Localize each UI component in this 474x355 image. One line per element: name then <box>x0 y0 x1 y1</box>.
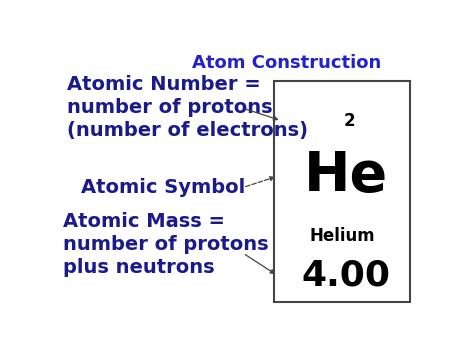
Text: He: He <box>304 149 388 203</box>
Bar <box>274 81 410 302</box>
Text: 2: 2 <box>344 112 356 130</box>
Text: 4.00: 4.00 <box>301 259 390 293</box>
Text: Helium: Helium <box>310 227 375 245</box>
Text: Atomic Number =
number of protons
(number of electrons): Atomic Number = number of protons (numbe… <box>66 75 308 140</box>
Text: Atomic Mass =
number of protons
plus neutrons: Atomic Mass = number of protons plus neu… <box>63 212 269 277</box>
Text: Atomic Symbol: Atomic Symbol <box>82 178 246 197</box>
Text: Atom Construction: Atom Construction <box>192 54 382 72</box>
